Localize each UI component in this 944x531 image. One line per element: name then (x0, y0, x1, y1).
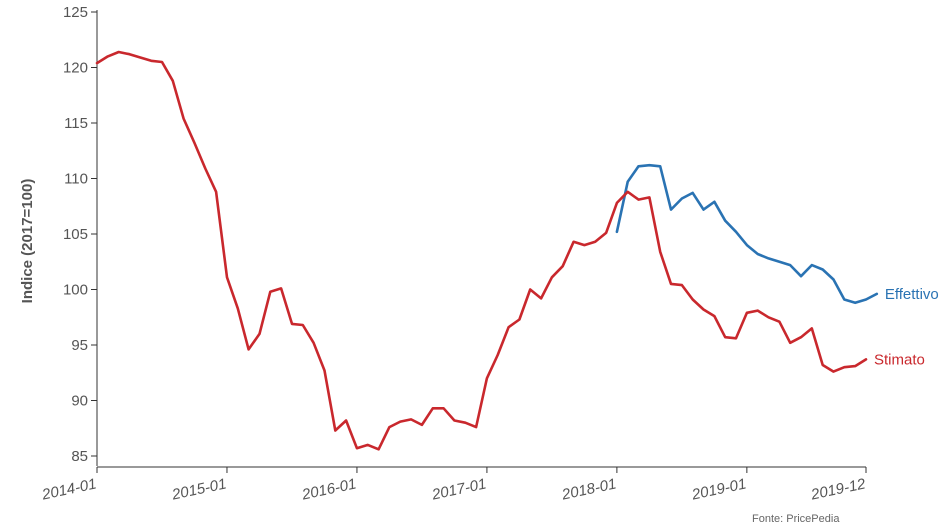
x-tick-label: 2019-01 (689, 475, 747, 503)
x-tick-label: 2018-01 (560, 475, 618, 503)
y-tick-label: 95 (71, 337, 88, 354)
y-tick-label: 110 (64, 171, 88, 188)
x-tick-label: 2019-12 (809, 475, 868, 503)
x-tick-label: 2016-01 (300, 475, 358, 503)
y-tick-label: 125 (63, 4, 88, 21)
chart-labels: Effettivo Stimato (874, 286, 939, 368)
series-line-effettivo (615, 163, 879, 305)
x-tick-label: 2014-01 (40, 475, 98, 503)
y-tick-label: 105 (63, 226, 88, 243)
y-tick-label: 115 (64, 115, 88, 132)
series-line-stimato (95, 50, 868, 451)
series-label-stimato: Stimato (874, 351, 925, 368)
source-note: Fonte: PricePedia (752, 513, 840, 525)
x-tick-label: 2015-01 (170, 475, 228, 503)
series-label-effettivo: Effettivo (885, 286, 939, 303)
series-lines (95, 50, 879, 451)
y-tick-label: 90 (71, 393, 88, 410)
x-tick-label: 2017-01 (430, 475, 488, 503)
y-tick-label: 85 (71, 448, 88, 465)
chart-axes: 85 90 95 100 105 110 115 120 125 2014-01 2015-01 20… (40, 4, 868, 504)
y-tick-label: 100 (63, 282, 88, 299)
y-axis-label: Indice (2017=100) (19, 179, 36, 304)
y-tick-label: 120 (63, 60, 88, 77)
